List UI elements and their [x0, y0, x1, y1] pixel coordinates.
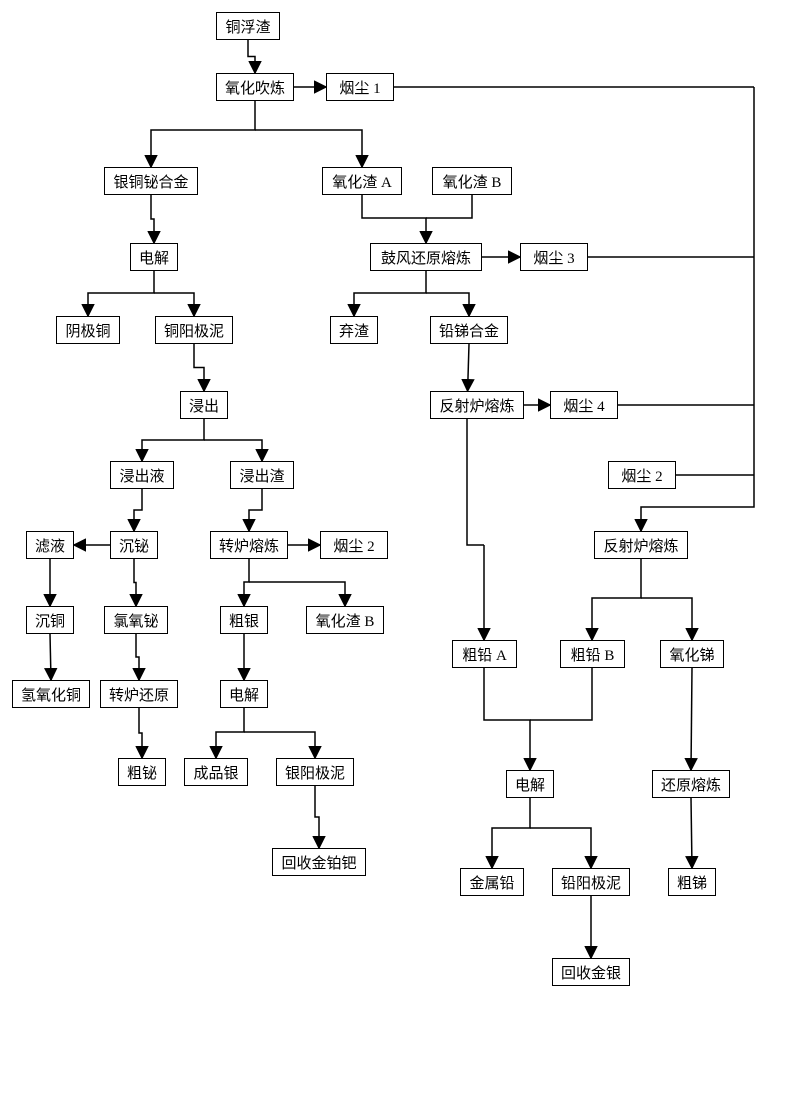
flowchart-node: 氢氧化铜 — [12, 680, 90, 708]
flowchart-edge — [641, 598, 692, 640]
flowchart-node: 反射炉熔炼 — [430, 391, 524, 419]
flowchart-node: 氧化渣 B — [432, 167, 512, 195]
flowchart-node: 粗铅 A — [452, 640, 517, 668]
flowchart-edge — [484, 668, 530, 770]
flowchart-node: 铜浮渣 — [216, 12, 280, 40]
flowchart-edge — [426, 195, 472, 218]
flowchart-node: 回收金铂钯 — [272, 848, 366, 876]
flowchart-node: 反射炉熔炼 — [594, 531, 688, 559]
flowchart-edge — [691, 668, 692, 770]
flowchart-node: 银铜铋合金 — [104, 167, 198, 195]
flowchart-node: 铜阳极泥 — [155, 316, 233, 344]
flowchart-node: 还原熔炼 — [652, 770, 730, 798]
flowchart-edge — [249, 489, 262, 531]
flowchart-node: 弃渣 — [330, 316, 378, 344]
flowchart-edge — [204, 440, 262, 461]
flowchart-edge — [249, 582, 345, 606]
flowchart-node: 浸出 — [180, 391, 228, 419]
flowchart-edge — [154, 293, 194, 316]
flowchart-node: 电解 — [220, 680, 268, 708]
flowchart-node: 沉铋 — [110, 531, 158, 559]
flowchart-node: 氧化吹炼 — [216, 73, 294, 101]
flowchart-edge — [691, 798, 692, 868]
flowchart-edge — [136, 634, 139, 680]
flowchart-node: 氧化渣 A — [322, 167, 402, 195]
flowchart-node: 粗锑 — [668, 868, 716, 896]
flowchart-edge — [134, 559, 136, 606]
flowchart-node: 浸出渣 — [230, 461, 294, 489]
flowchart-edge — [492, 798, 530, 868]
flowchart-edge — [468, 344, 469, 391]
flowchart-edge — [592, 559, 641, 640]
flowchart-edge — [216, 708, 244, 758]
flowchart-edge — [255, 130, 362, 167]
flowchart-node: 粗银 — [220, 606, 268, 634]
flowchart-node: 烟尘 2 — [608, 461, 676, 489]
flowchart-node: 银阳极泥 — [276, 758, 354, 786]
flowchart-node: 电解 — [130, 243, 178, 271]
flowchart-node: 氯氧铋 — [104, 606, 168, 634]
flowchart-edge — [244, 559, 249, 606]
flowchart-edge — [139, 708, 142, 758]
flowchart-node: 烟尘 2 — [320, 531, 388, 559]
flowchart-edge — [248, 40, 255, 73]
flowchart-node: 电解 — [506, 770, 554, 798]
flowchart-edge — [362, 195, 426, 243]
flowchart-node: 铅锑合金 — [430, 316, 508, 344]
flowchart-edge — [194, 344, 204, 391]
flowchart-edge — [50, 634, 51, 680]
flowchart-node: 氧化渣 B — [306, 606, 384, 634]
flowchart-edge — [151, 195, 154, 243]
flowchart-node: 粗铋 — [118, 758, 166, 786]
flowchart-node: 粗铅 B — [560, 640, 625, 668]
flowchart-edge — [151, 101, 255, 167]
flowchart-node: 转炉熔炼 — [210, 531, 288, 559]
flowchart-node: 烟尘 1 — [326, 73, 394, 101]
flowchart-node: 阴极铜 — [56, 316, 120, 344]
flowchart-node: 烟尘 4 — [550, 391, 618, 419]
flowchart-node: 浸出液 — [110, 461, 174, 489]
flowchart-edge — [530, 668, 592, 720]
flowchart-node: 鼓风还原熔炼 — [370, 243, 482, 271]
flowchart-node: 氧化锑 — [660, 640, 724, 668]
flowchart-node: 转炉还原 — [100, 680, 178, 708]
flowchart-edge — [315, 786, 319, 848]
flowchart-node: 铅阳极泥 — [552, 868, 630, 896]
flowchart-edge — [134, 489, 142, 531]
flowchart-node: 回收金银 — [552, 958, 630, 986]
flowchart-node: 成品银 — [184, 758, 248, 786]
flowchart-edge — [530, 828, 591, 868]
flowchart-node: 沉铜 — [26, 606, 74, 634]
flowchart-edge — [426, 293, 469, 316]
flowchart-edge — [244, 732, 315, 758]
flowchart-edge — [142, 419, 204, 461]
flowchart-node: 金属铅 — [460, 868, 524, 896]
flowchart-edge — [467, 419, 484, 545]
flowchart-node: 烟尘 3 — [520, 243, 588, 271]
flowchart-node: 滤液 — [26, 531, 74, 559]
flowchart-edge — [354, 271, 426, 316]
flowchart-edge — [88, 271, 154, 316]
